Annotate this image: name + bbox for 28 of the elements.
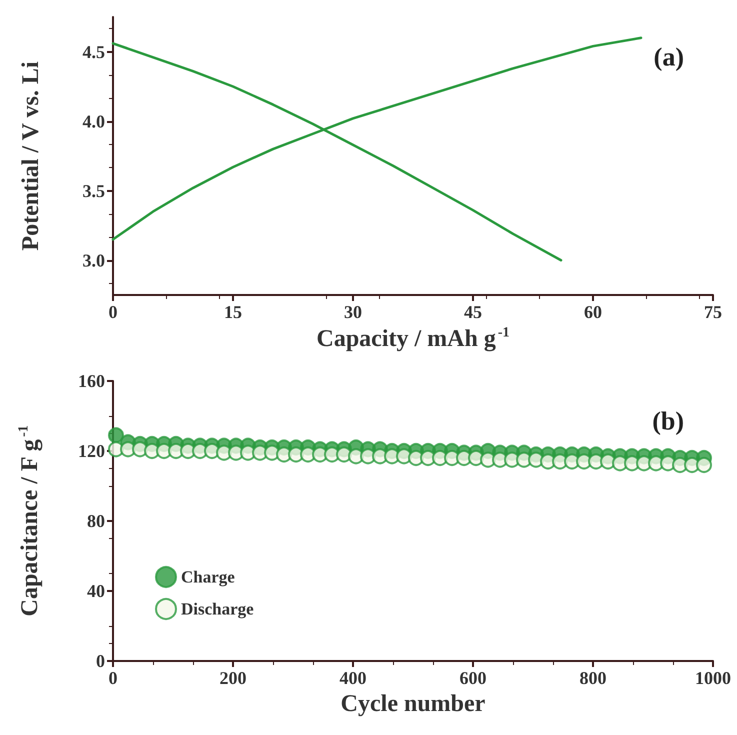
x-tick-label: 1000 xyxy=(695,668,731,688)
y-tick-label: 80 xyxy=(87,511,105,531)
y-axis-title: Capacitance / F g-1 xyxy=(16,425,43,616)
x-tick-label: 45 xyxy=(464,302,482,322)
x-tick-label: 0 xyxy=(108,302,118,322)
x-tick-label: 15 xyxy=(224,302,242,322)
legend-label: Charge xyxy=(181,568,236,586)
x-tick-label: 200 xyxy=(220,668,246,688)
text: (b) xyxy=(652,406,684,436)
x-tick-label: 600 xyxy=(460,668,486,688)
x-tick-label: 400 xyxy=(340,668,366,688)
y-tick-label: 3.5 xyxy=(82,180,105,201)
y-tick-label: 160 xyxy=(78,371,105,391)
x-tick-label: 800 xyxy=(580,668,606,688)
y-tick-label: 3.0 xyxy=(82,250,105,270)
legend-label: Discharge xyxy=(181,600,254,618)
text: (a) xyxy=(654,42,684,72)
y-tick-label: 4.5 xyxy=(82,42,105,62)
y-tick-label: 0 xyxy=(96,651,105,671)
x-tick-label: 75 xyxy=(704,302,722,322)
y-axis-title: Potential / V vs. Li xyxy=(18,61,44,251)
x-tick-label: 30 xyxy=(344,302,362,322)
y-tick-label: 4.0 xyxy=(82,111,105,132)
x-tick-label: 0 xyxy=(108,668,118,688)
y-tick-label: 120 xyxy=(78,441,105,461)
x-tick-label: 60 xyxy=(584,302,602,322)
x-axis-title: Cycle number xyxy=(340,690,486,717)
y-tick-label: 40 xyxy=(87,581,105,601)
